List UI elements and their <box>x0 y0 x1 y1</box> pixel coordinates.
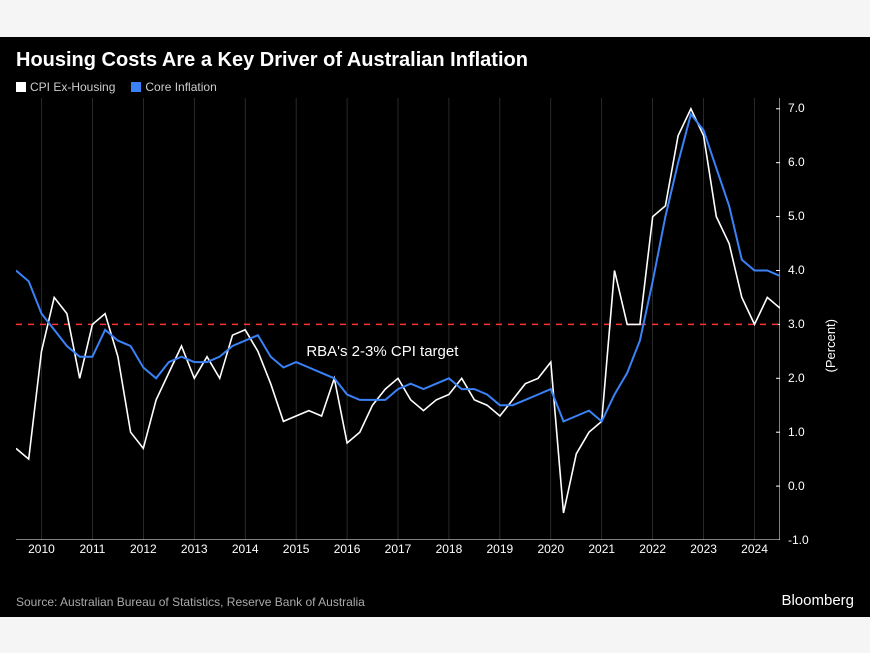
x-tick-label: 2019 <box>487 542 514 556</box>
plot-area: RBA's 2-3% CPI target <box>16 98 780 540</box>
y-tick-label: 2.0 <box>788 371 805 385</box>
x-tick-label: 2012 <box>130 542 157 556</box>
x-tick-label: 2023 <box>690 542 717 556</box>
y-tick-label: 6.0 <box>788 155 805 169</box>
y-tick-label: 1.0 <box>788 425 805 439</box>
legend-label-cpi: CPI Ex-Housing <box>30 80 115 94</box>
y-tick-label: 7.0 <box>788 101 805 115</box>
annotation-rba-target: RBA's 2-3% CPI target <box>306 343 458 360</box>
x-tick-label: 2010 <box>28 542 55 556</box>
x-tick-label: 2013 <box>181 542 208 556</box>
x-tick-label: 2017 <box>385 542 412 556</box>
legend-item-core: Core Inflation <box>131 80 216 94</box>
x-tick-label: 2016 <box>334 542 361 556</box>
chart-title: Housing Costs Are a Key Driver of Austra… <box>0 49 870 80</box>
y-tick-label: 0.0 <box>788 479 805 493</box>
brand-text: Bloomberg <box>781 592 854 609</box>
x-tick-label: 2014 <box>232 542 259 556</box>
legend-swatch-core <box>131 82 141 92</box>
chart-container: Housing Costs Are a Key Driver of Austra… <box>0 37 870 617</box>
x-tick-label: 2024 <box>741 542 768 556</box>
legend-item-cpi: CPI Ex-Housing <box>16 80 115 94</box>
plot-wrap: RBA's 2-3% CPI target (Percent) -1.0 0.0 1… <box>0 98 870 568</box>
x-axis: 2010 2011 2012 2013 2014 2015 2016 2017 2018 2019… <box>16 542 780 562</box>
y-tick-label: 3.0 <box>788 317 805 331</box>
x-tick-label: 2015 <box>283 542 310 556</box>
x-tick-label: 2011 <box>79 542 105 556</box>
y-axis-label: (Percent) <box>823 319 838 372</box>
y-tick-label: 5.0 <box>788 209 805 223</box>
y-tick-label: 4.0 <box>788 263 805 277</box>
footer: Source: Australian Bureau of Statistics,… <box>16 592 854 609</box>
y-tick-label: -1.0 <box>788 533 809 547</box>
x-tick-label: 2022 <box>639 542 666 556</box>
legend: CPI Ex-Housing Core Inflation <box>0 80 870 98</box>
source-text: Source: Australian Bureau of Statistics,… <box>16 595 365 609</box>
y-axis: (Percent) -1.00.01.02.03.04.05.06.07.0 <box>784 98 832 540</box>
x-tick-label: 2020 <box>537 542 564 556</box>
x-tick-label: 2021 <box>588 542 615 556</box>
legend-swatch-cpi <box>16 82 26 92</box>
legend-label-core: Core Inflation <box>145 80 216 94</box>
x-tick-label: 2018 <box>436 542 463 556</box>
